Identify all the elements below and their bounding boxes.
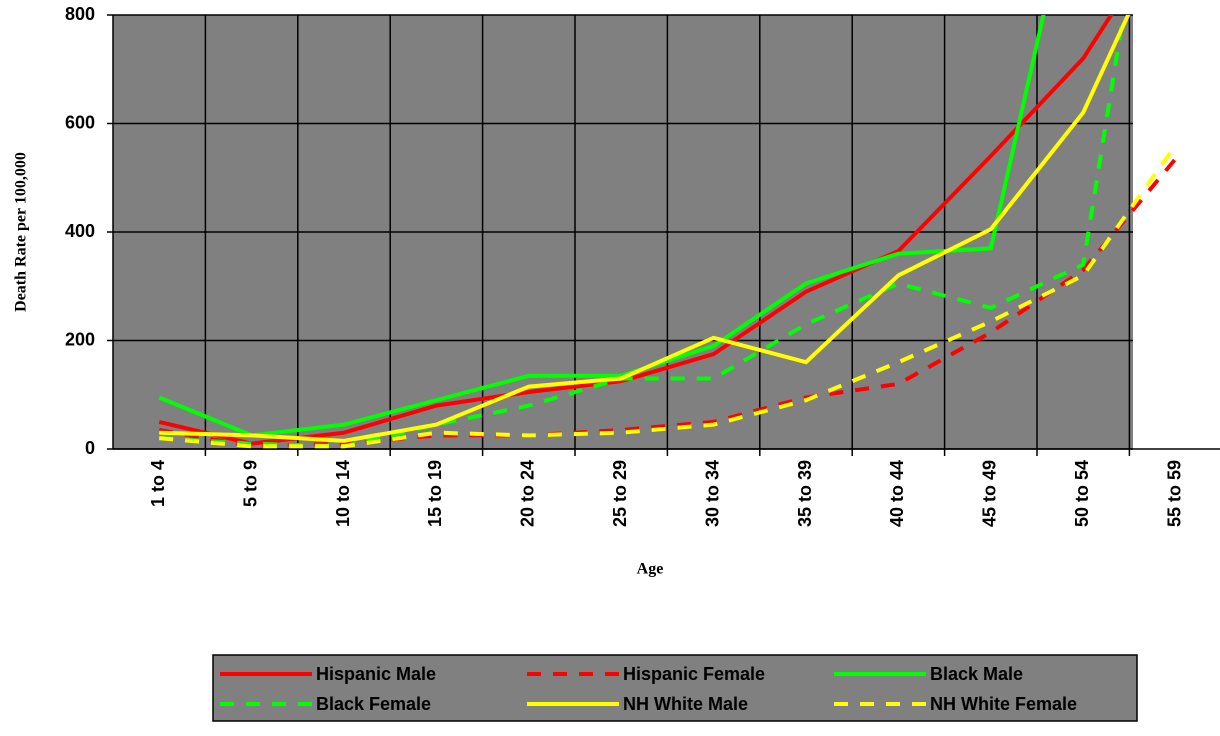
x-tick-label: 45 to 49: [980, 460, 1000, 527]
x-tick-label: 1 to 4: [148, 460, 168, 507]
legend-label: Black Female: [316, 694, 431, 714]
series-line: [158, 157, 1178, 449]
legend-label: Hispanic Female: [623, 664, 765, 684]
series-line: [158, 15, 1114, 446]
x-tick-label: 10 to 14: [333, 460, 353, 527]
x-tick-label: 30 to 34: [702, 460, 722, 527]
legend: [212, 654, 1138, 722]
legend-label: NH White Female: [930, 694, 1077, 714]
legend-label: Hispanic Male: [316, 664, 436, 684]
y-axis-label: Death Rate per 100,000: [13, 152, 30, 312]
x-tick-label: 50 to 54: [1072, 460, 1092, 527]
x-tick-label: 40 to 44: [887, 460, 907, 527]
x-tick-label: 20 to 24: [518, 460, 538, 527]
y-tick-label: 200: [65, 329, 95, 349]
x-tick-label: 55 to 59: [1164, 460, 1184, 527]
x-tick-label: 5 to 9: [240, 460, 260, 507]
y-tick-label: 400: [65, 221, 95, 241]
x-axis-label: Age: [637, 561, 664, 578]
x-tick-label: 25 to 29: [610, 460, 630, 527]
y-tick-label: 0: [85, 438, 95, 458]
x-tick-label: 35 to 39: [795, 460, 815, 527]
series-line: [159, 15, 1131, 443]
series-line: [158, 15, 1046, 438]
y-tick-label: 800: [65, 4, 95, 24]
y-tick-label: 600: [65, 112, 95, 132]
series-line: [159, 144, 1178, 449]
legend-label: NH White Male: [623, 694, 748, 714]
series-group: [158, 15, 1178, 449]
x-tick-label: 15 to 19: [425, 460, 445, 527]
legend-label: Black Male: [930, 664, 1023, 684]
